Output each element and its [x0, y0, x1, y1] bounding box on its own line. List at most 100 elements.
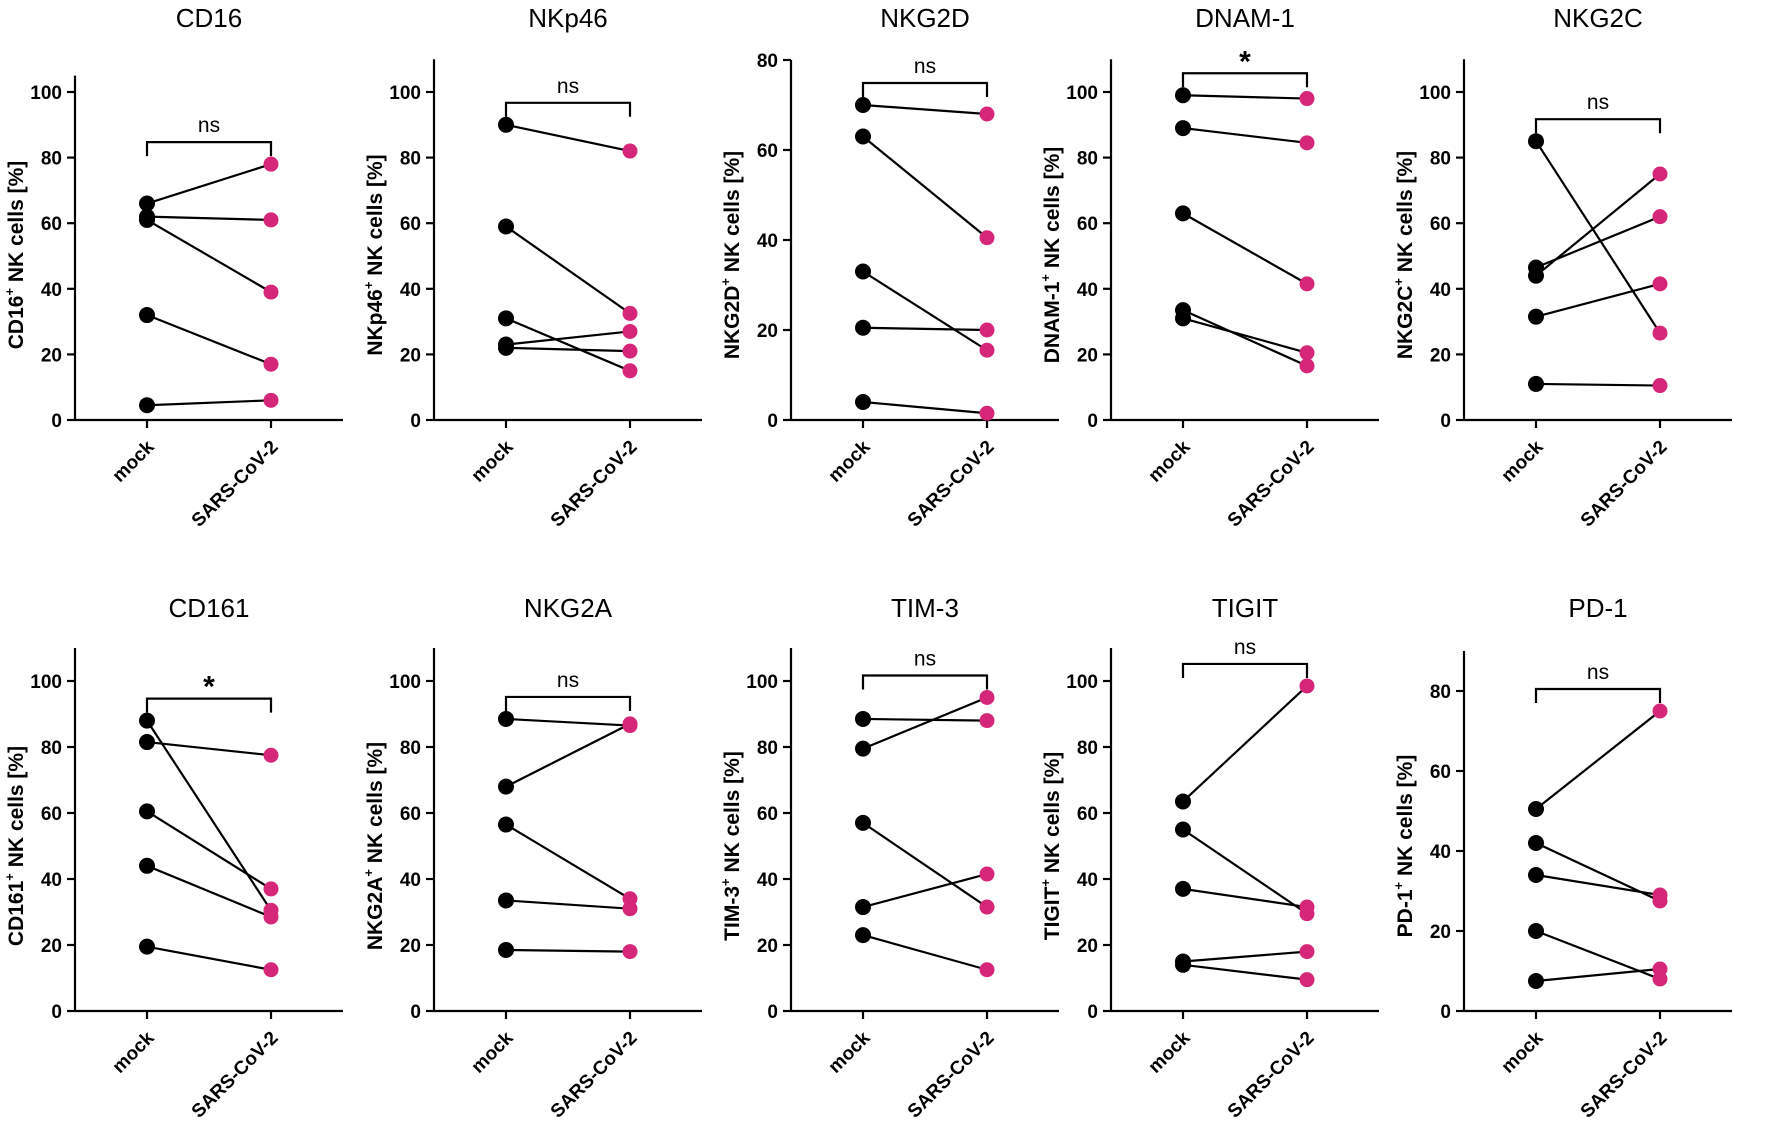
point-mock: [139, 712, 155, 729]
y-tick-label: 100: [30, 83, 62, 104]
y-tick-label: 0: [51, 411, 62, 432]
y-tick-label: 80: [1430, 682, 1451, 703]
pair-line: [146, 314, 272, 366]
y-tick-label: 100: [1066, 83, 1098, 104]
point-sars-cov-2: [1652, 325, 1668, 341]
pair-line: [1535, 282, 1661, 318]
pair-line: [505, 899, 631, 910]
y-tick-label: 20: [41, 936, 62, 957]
point-mock: [855, 740, 871, 757]
point-mock: [1528, 133, 1544, 150]
pair-line: [505, 948, 631, 953]
pair-line: [1182, 963, 1308, 981]
significance-bracket: [145, 141, 273, 157]
y-tick-label: 0: [1087, 1002, 1098, 1023]
point-sars-cov-2: [979, 866, 995, 882]
y-tick-label: 20: [1077, 936, 1098, 957]
point-mock: [498, 310, 514, 327]
point-sars-cov-2: [979, 962, 995, 978]
point-sars-cov-2: [1299, 972, 1315, 988]
panel-cd16: CD16 0 20 40 60 80 100 mock SARS-CoV-2 CD16+ NK c…: [2, 3, 343, 531]
y-tick-label: 20: [757, 321, 778, 342]
point-mock: [1175, 880, 1191, 897]
point-sars-cov-2: [622, 143, 638, 159]
pair-line: [862, 821, 988, 908]
y-tick-label: 0: [410, 411, 421, 432]
x-tick-label: mock: [825, 436, 875, 486]
significance-label: ns: [198, 114, 220, 137]
point-sars-cov-2: [263, 881, 279, 897]
pair-line: [1182, 828, 1308, 915]
y-tick-label: 40: [1430, 842, 1451, 863]
y-tick-label: 80: [400, 738, 421, 759]
pair-line: [1535, 173, 1661, 277]
point-sars-cov-2: [1652, 961, 1668, 977]
y-tick-label: 80: [1430, 149, 1451, 170]
y-tick-label: 20: [757, 936, 778, 957]
point-mock: [498, 116, 514, 133]
point-sars-cov-2: [263, 156, 279, 172]
panel-nkg2d: NKG2D 0 20 40 60 80 mock SARS-CoV-2 NKG2D+ NK ce…: [718, 3, 1059, 531]
y-axis-label: NKG2D+ NK cells [%]: [718, 151, 744, 359]
point-sars-cov-2: [622, 305, 638, 321]
point-mock: [139, 938, 155, 955]
x-tick-label: mock: [468, 436, 518, 486]
point-sars-cov-2: [622, 343, 638, 359]
panel-cd161: CD161 0 20 40 60 80 100 mock SARS-CoV-2 CD161+ NK…: [2, 593, 343, 1122]
point-mock: [139, 734, 155, 751]
point-mock: [855, 263, 871, 280]
point-mock: [1528, 308, 1544, 325]
pair-line: [1182, 887, 1308, 909]
y-tick-label: 100: [746, 672, 778, 693]
pair-line: [146, 163, 272, 205]
point-mock: [498, 941, 514, 958]
panel-dnam-1: DNAM-1 0 20 40 60 80 100 mock SARS-CoV-2 DNAM-1+ …: [1038, 3, 1379, 531]
point-mock: [498, 816, 514, 833]
y-tick-label: 100: [389, 83, 421, 104]
x-tick-label: SARS-CoV-2: [904, 1028, 999, 1123]
pair-line: [1182, 212, 1308, 285]
pair-line: [1182, 317, 1308, 354]
point-sars-cov-2: [622, 944, 638, 960]
point-mock: [1175, 87, 1191, 104]
panel-title: NKG2A: [524, 593, 613, 623]
point-sars-cov-2: [1652, 703, 1668, 719]
y-tick-label: 20: [400, 936, 421, 957]
y-tick-label: 60: [1077, 214, 1098, 235]
point-mock: [1528, 973, 1544, 989]
panel-pd-1: PD-1 0 20 40 60 80 mock SARS-CoV-2 PD-1+ NK cell…: [1391, 593, 1732, 1122]
point-mock: [855, 97, 871, 113]
panel-nkg2c: NKG2C 0 20 40 60 80 100 mock SARS-CoV-2 NKG2C+ NK…: [1391, 3, 1732, 531]
y-tick-label: 60: [1430, 214, 1451, 235]
y-tick-label: 60: [757, 141, 778, 162]
point-mock: [139, 397, 155, 414]
x-tick-label: mock: [109, 1027, 159, 1077]
y-tick-label: 0: [767, 411, 778, 432]
point-mock: [855, 710, 871, 727]
y-tick-label: 0: [1087, 411, 1098, 432]
pair-line: [146, 215, 272, 222]
significance-bracket: [1181, 72, 1309, 88]
x-tick-label: SARS-CoV-2: [1577, 437, 1672, 532]
pair-line: [1535, 873, 1661, 897]
y-tick-label: 60: [1077, 804, 1098, 825]
y-tick-label: 20: [1430, 922, 1451, 943]
y-tick-label: 0: [1440, 1002, 1451, 1023]
significance-bracket: [1181, 662, 1309, 678]
significance-bracket: [1534, 118, 1662, 134]
point-mock: [498, 218, 514, 235]
point-mock: [855, 814, 871, 831]
pair-line: [862, 717, 988, 722]
y-axis-label: CD16+ NK cells [%]: [2, 161, 28, 350]
significance-bracket: [861, 81, 989, 97]
x-tick-label: mock: [1498, 436, 1548, 486]
significance-label: ns: [1587, 91, 1609, 114]
y-tick-label: 40: [400, 280, 421, 301]
point-sars-cov-2: [263, 909, 279, 925]
x-tick-label: SARS-CoV-2: [188, 1028, 283, 1123]
y-tick-label: 40: [757, 231, 778, 252]
point-sars-cov-2: [1299, 899, 1315, 915]
y-tick-label: 60: [1430, 762, 1451, 783]
y-tick-label: 40: [757, 870, 778, 891]
x-tick-label: mock: [468, 1027, 518, 1077]
